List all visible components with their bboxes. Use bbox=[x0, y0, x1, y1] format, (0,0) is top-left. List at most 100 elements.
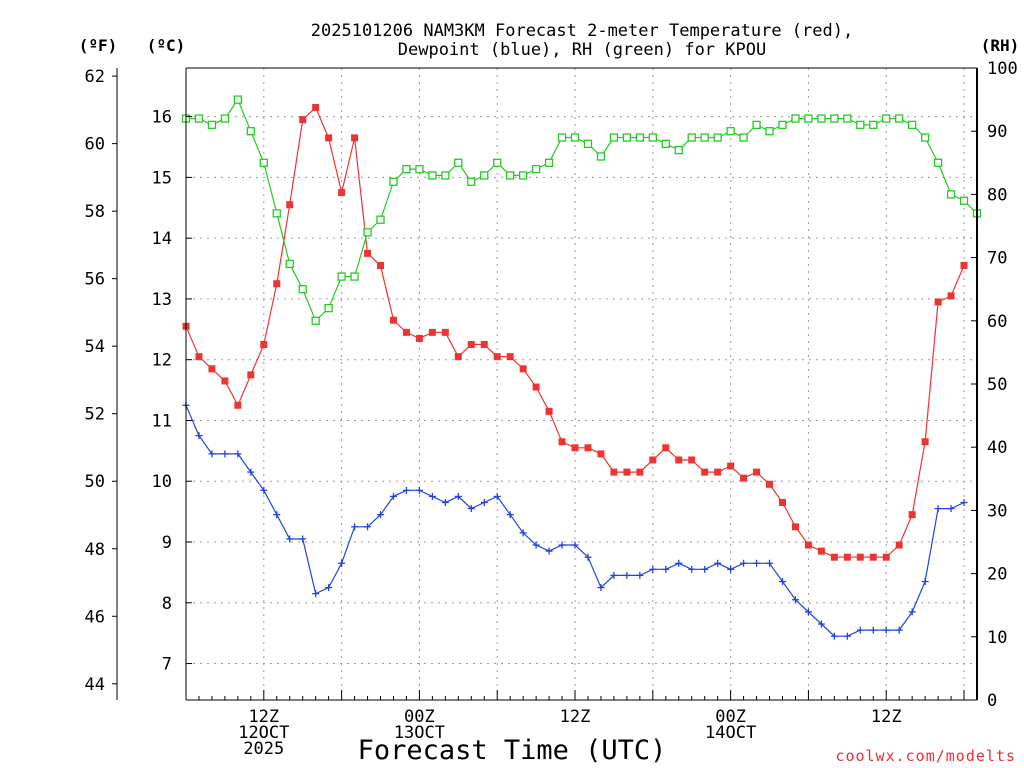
dewpoint-point bbox=[960, 499, 968, 506]
rh-point bbox=[402, 164, 411, 174]
rh-point bbox=[531, 164, 541, 174]
rh-tick-label: 30 bbox=[987, 501, 1007, 521]
time-tick-label: 00Z bbox=[404, 707, 435, 727]
dewpoint-point bbox=[234, 450, 242, 458]
rh-point bbox=[207, 120, 217, 130]
rh-point bbox=[933, 158, 943, 167]
dewpoint-point bbox=[662, 565, 670, 573]
rh-point bbox=[480, 171, 489, 180]
temperature-point bbox=[688, 456, 696, 464]
rh-point bbox=[557, 133, 567, 142]
time-tick-label: 13OCT bbox=[394, 723, 445, 743]
temperature-point bbox=[662, 444, 670, 452]
temperature-point bbox=[636, 468, 644, 476]
temperature-point bbox=[338, 189, 346, 197]
dewpoint-point bbox=[208, 450, 216, 458]
temperature-point bbox=[454, 353, 462, 361]
series-layer bbox=[181, 95, 982, 640]
temperature-point bbox=[532, 383, 540, 391]
rh-tick-label: 40 bbox=[987, 438, 1007, 458]
temperature-point bbox=[506, 353, 514, 361]
rh-tick-label: 50 bbox=[987, 375, 1007, 395]
temperature-point bbox=[649, 456, 657, 464]
rh-point bbox=[843, 114, 852, 123]
temperature-point bbox=[934, 298, 942, 306]
temperature-point bbox=[766, 480, 774, 488]
time-tick-label: 12Z bbox=[871, 707, 902, 727]
celsius-tick-label: 11 bbox=[152, 411, 172, 431]
dewpoint-point bbox=[908, 608, 916, 616]
temperature-point bbox=[312, 104, 320, 111]
rh-point bbox=[337, 272, 346, 281]
dewpoint-point bbox=[312, 590, 320, 598]
x-axis-label: Forecast Time (UTC) bbox=[358, 735, 667, 766]
dewpoint-point bbox=[921, 578, 929, 585]
rh-point bbox=[389, 177, 398, 186]
temperature-point bbox=[273, 280, 281, 288]
temperature-point bbox=[610, 468, 618, 476]
temperature-point bbox=[727, 462, 735, 470]
temperature-point bbox=[325, 134, 333, 142]
temperature-point bbox=[947, 292, 955, 300]
temperature-point bbox=[869, 553, 877, 561]
grid-lines bbox=[186, 68, 977, 700]
rh-point bbox=[765, 127, 774, 136]
rh-point bbox=[739, 133, 748, 142]
rh-point bbox=[700, 133, 709, 142]
celsius-tick-label: 13 bbox=[152, 290, 172, 310]
dewpoint-point bbox=[714, 559, 722, 567]
dewpoint-point bbox=[480, 499, 488, 506]
rh-point bbox=[830, 114, 839, 123]
chart-title-line-2: Dewpoint (blue), RH (green) for KPOU bbox=[398, 40, 766, 60]
dewpoint-point bbox=[636, 571, 644, 579]
fahrenheit-tick-label: 48 bbox=[85, 540, 105, 560]
temperature-point bbox=[843, 553, 851, 561]
dewpoint-point bbox=[532, 541, 540, 549]
rh-point bbox=[596, 152, 606, 161]
rh-point bbox=[661, 139, 670, 148]
celsius-tick-label: 12 bbox=[152, 351, 172, 371]
rh-point bbox=[376, 215, 385, 224]
dewpoint-point bbox=[766, 559, 774, 567]
rh-point bbox=[272, 209, 281, 218]
dewpoint-point bbox=[558, 541, 566, 549]
rh-point bbox=[609, 133, 619, 142]
rh-point bbox=[920, 133, 930, 142]
rh-point bbox=[622, 133, 632, 142]
dewpoint-point bbox=[882, 626, 890, 634]
temperature-point bbox=[415, 334, 423, 342]
rh-point bbox=[246, 127, 255, 136]
dewpoint-point bbox=[389, 492, 397, 500]
rh-point bbox=[674, 146, 683, 155]
rh-tick-label: 0 bbox=[987, 691, 997, 711]
temperature-point bbox=[558, 438, 566, 446]
dewpoint-point bbox=[351, 523, 359, 531]
temperature-point bbox=[234, 401, 242, 409]
dewpoint-point bbox=[260, 486, 268, 494]
rh-point bbox=[583, 139, 593, 148]
dewpoint-point bbox=[571, 541, 579, 549]
celsius-tick-label: 14 bbox=[152, 229, 172, 249]
rh-point bbox=[506, 171, 515, 180]
rh-point bbox=[467, 177, 476, 186]
dewpoint-point bbox=[830, 632, 838, 640]
rh-point bbox=[220, 114, 230, 123]
rh-tick-label: 70 bbox=[987, 249, 1007, 269]
time-tick-label: 12OCT bbox=[238, 723, 289, 743]
axes-layer: 7 8 9 10 11 12 13 14 15 16 44 46 48 50 52 54 56 58 60 62 0 10… bbox=[85, 59, 1018, 759]
rh-point bbox=[869, 120, 878, 130]
temperature-point bbox=[286, 201, 294, 209]
temperature-point bbox=[545, 407, 553, 415]
time-tick-label: 12Z bbox=[560, 707, 591, 727]
fahrenheit-tick-label: 54 bbox=[85, 337, 105, 357]
rh-point bbox=[778, 120, 787, 130]
temperature-point bbox=[908, 511, 916, 519]
rh-point bbox=[908, 120, 917, 130]
rh-point bbox=[233, 95, 243, 104]
rh-point bbox=[298, 285, 307, 294]
temperature-point bbox=[351, 134, 359, 142]
rh-point bbox=[441, 171, 450, 180]
dewpoint-point bbox=[195, 432, 203, 440]
temperature-point bbox=[428, 328, 436, 336]
temperature-point bbox=[519, 365, 527, 373]
